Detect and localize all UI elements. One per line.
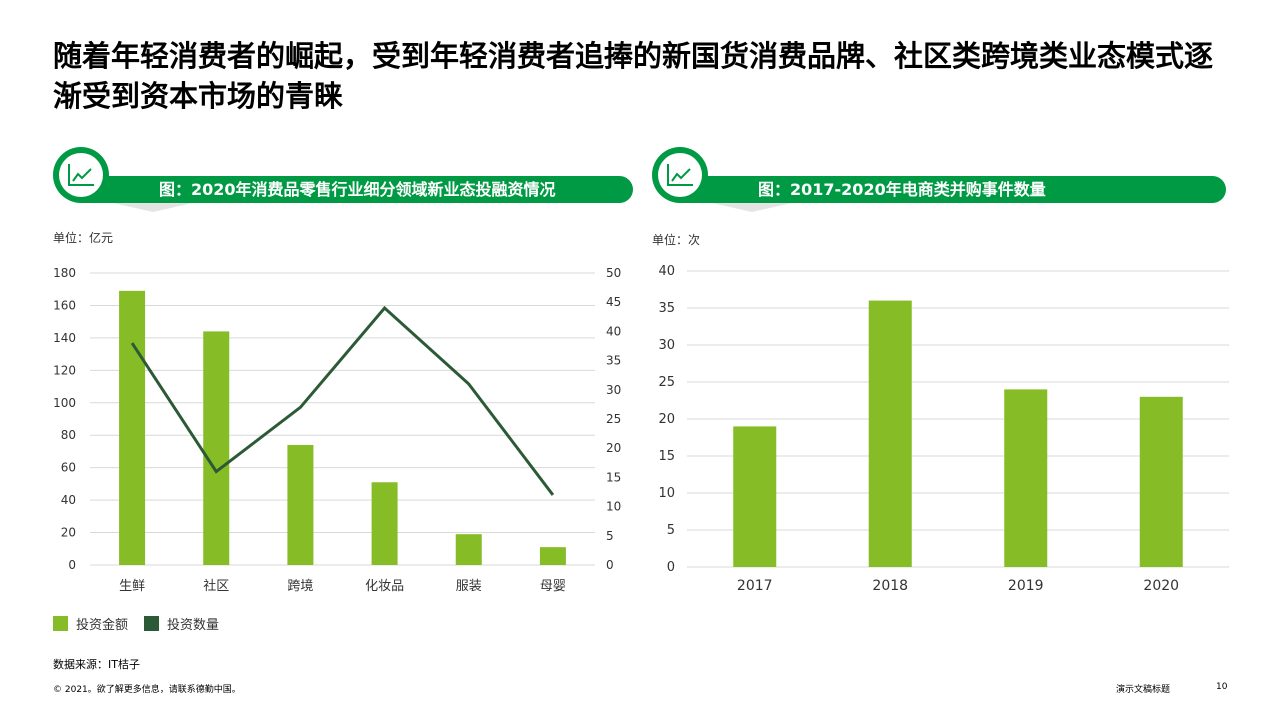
left-chart-banner: 图：2020年消费品零售行业细分领域新业态投融资情况	[53, 147, 633, 217]
bar	[287, 444, 314, 565]
right-chart-title: 图：2017-2020年电商类并购事件数量	[758, 180, 1046, 199]
page-number: 10	[1216, 682, 1228, 692]
bar	[371, 482, 398, 565]
bar	[1004, 389, 1048, 567]
left-y-tick-label: 120	[53, 363, 76, 377]
right-chart-banner: 图：2017-2020年电商类并购事件数量	[652, 147, 1226, 217]
y-tick-label: 15	[658, 449, 675, 464]
x-tick-label: 化妆品	[365, 579, 404, 594]
left-chart-legend: 投资金额 投资数量	[53, 614, 235, 633]
bar	[539, 547, 566, 565]
right-y-tick-label: 15	[606, 470, 621, 484]
left-y-tick-label: 40	[61, 493, 76, 507]
right-y-tick-label: 45	[606, 295, 621, 309]
right-y-tick-label: 50	[606, 266, 621, 280]
left-y-tick-label: 60	[61, 461, 76, 475]
bar	[203, 331, 230, 565]
right-unit-label: 单位：次	[652, 233, 701, 247]
left-y-tick-label: 20	[61, 526, 76, 540]
x-tick-label: 2020	[1143, 578, 1179, 594]
y-tick-label: 35	[658, 301, 675, 316]
y-tick-label: 0	[667, 560, 675, 575]
legend-swatch-count	[144, 616, 160, 631]
x-tick-label: 社区	[203, 578, 229, 594]
left-combo-chart: 0 20 40 60 80 100 120 140 160 180 0 5 10 15 20 25 30 35 40…	[53, 266, 621, 594]
left-y-tick-label: 180	[53, 266, 76, 280]
right-y-tick-label: 35	[606, 354, 621, 368]
bar	[733, 426, 777, 567]
x-tick-label: 2017	[737, 578, 773, 594]
left-unit-label: 单位：亿元	[53, 231, 114, 245]
x-tick-label: 生鲜	[119, 579, 145, 594]
right-y-tick-label: 20	[606, 441, 621, 455]
y-tick-label: 20	[658, 412, 675, 427]
series-line	[130, 305, 555, 496]
y-tick-label: 5	[667, 523, 675, 538]
legend-item-count: 投资数量	[144, 614, 219, 633]
y-tick-label: 30	[658, 338, 675, 353]
left-y-tick-label: 100	[53, 396, 76, 410]
page-title: 随着年轻消费者的崛起，受到年轻消费者追捧的新国货消费品牌、社区类跨境类业态模式逐…	[53, 39, 1214, 113]
line-chart-icon	[68, 164, 94, 186]
data-source: 数据来源：IT桔子	[53, 658, 140, 671]
x-tick-label: 2019	[1008, 578, 1044, 594]
y-tick-label: 25	[658, 375, 675, 390]
right-bar-chart: 0 5 10 15 20 25 30 35 40 2017 2018 2019 2020	[658, 264, 1229, 594]
bar	[1139, 396, 1183, 567]
left-y-tick-label: 140	[53, 331, 76, 345]
footer-doc-title: 演示文稿标题	[1116, 685, 1171, 695]
left-y-tick-label: 0	[68, 558, 76, 572]
x-tick-label: 母婴	[540, 579, 566, 594]
line-chart-icon	[667, 164, 693, 186]
right-y-tick-label: 30	[606, 383, 621, 397]
bar	[868, 300, 912, 567]
x-tick-label: 跨境	[287, 579, 313, 594]
bar	[455, 534, 482, 565]
bar	[119, 290, 146, 565]
left-y-tick-label: 160	[53, 298, 76, 312]
right-y-tick-label: 10	[606, 500, 621, 514]
left-y-tick-label: 80	[61, 428, 76, 442]
x-tick-label: 2018	[872, 578, 908, 594]
footer-copyright: © 2021。欲了解更多信息，请联系德勤中国。	[53, 685, 241, 695]
y-tick-label: 10	[658, 486, 675, 501]
legend-label-count: 投资数量	[167, 618, 220, 633]
x-tick-label: 服装	[456, 579, 482, 594]
legend-label-amount: 投资金额	[76, 618, 129, 633]
y-tick-label: 40	[658, 264, 675, 279]
legend-swatch-amount	[53, 616, 68, 631]
left-chart-title: 图：2020年消费品零售行业细分领域新业态投融资情况	[159, 180, 556, 199]
right-y-tick-label: 5	[606, 529, 614, 543]
right-y-tick-label: 0	[606, 558, 614, 572]
right-y-tick-label: 25	[606, 412, 621, 426]
legend-item-amount: 投资金额	[53, 614, 128, 633]
right-y-tick-label: 40	[606, 324, 621, 338]
